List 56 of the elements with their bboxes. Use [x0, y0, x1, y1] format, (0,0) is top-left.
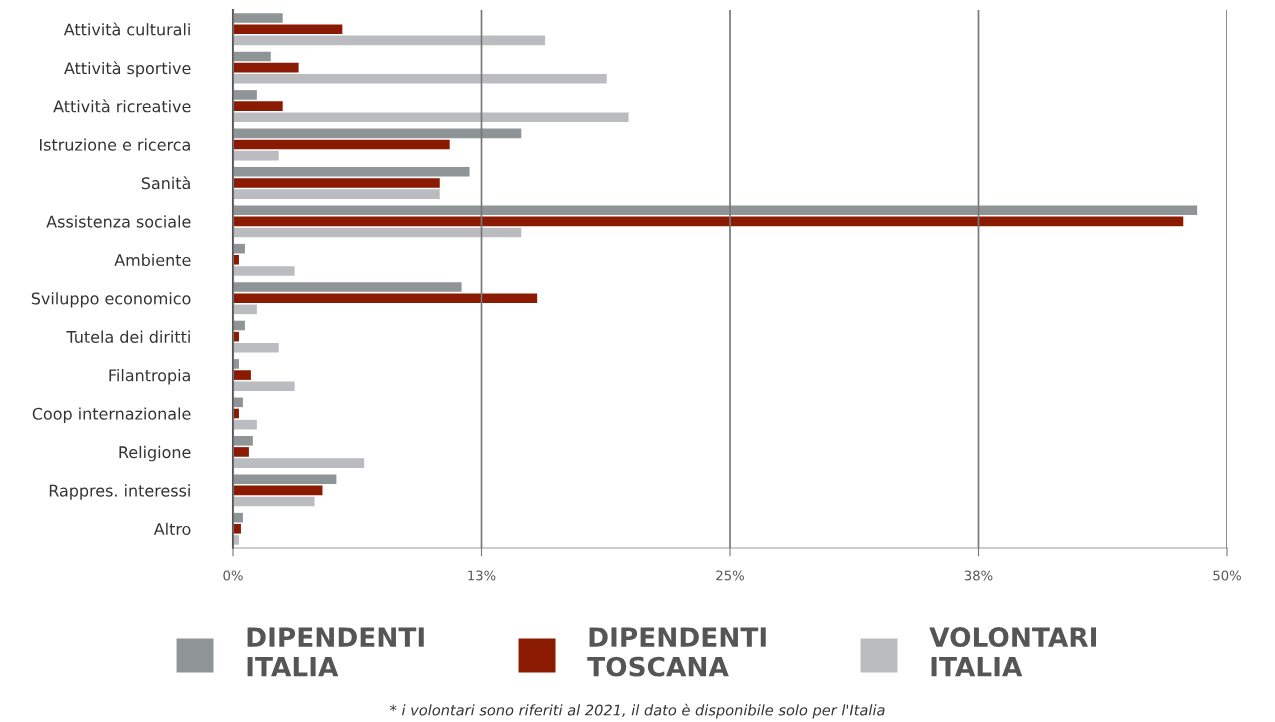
- bar: [233, 419, 257, 430]
- bar: [233, 370, 251, 380]
- bar: [233, 166, 470, 177]
- bar: [233, 62, 299, 73]
- bar: [233, 189, 440, 199]
- y-tick-label: Assistenza sociale: [46, 215, 191, 228]
- bar: [233, 266, 295, 276]
- y-tick-label: Sviluppo economico: [31, 292, 191, 308]
- bar: [233, 205, 1198, 216]
- legend-label: DIPENDENTI ITALIA: [247, 627, 424, 677]
- y-tick-label: Filantropia: [109, 369, 190, 385]
- y-tick-label: Sanità: [141, 176, 190, 190]
- y-tick-label: Tutela dei diritti: [66, 330, 190, 343]
- bar: [233, 112, 629, 123]
- x-tick-label: 13%: [468, 570, 496, 581]
- x-tick-label: 0%: [223, 570, 243, 581]
- y-tick-label: Istruzione e ricerca: [40, 138, 190, 151]
- bar: [233, 139, 450, 150]
- bar: [233, 51, 271, 62]
- bar: [233, 523, 241, 534]
- bar: [233, 458, 365, 468]
- x-tick-label: 50%: [1213, 570, 1241, 581]
- bar: [233, 474, 337, 485]
- bar: [233, 381, 295, 392]
- y-tick-label: Attività sportive: [64, 61, 191, 78]
- y-tick-label: Coop internazionale: [32, 407, 191, 423]
- bar: [233, 90, 257, 100]
- y-tick-label: Ambiente: [114, 253, 191, 267]
- x-tick-label: 38%: [964, 570, 993, 581]
- bar: [233, 282, 462, 292]
- bar: [233, 496, 315, 507]
- bar: [233, 13, 283, 23]
- bar: [233, 227, 522, 238]
- x-tick-label: 25%: [716, 570, 744, 581]
- bar: [233, 447, 249, 457]
- text: * i volontari sono riferiti al 2021, il dato è disponibile solo per l'Italia: [390, 703, 885, 719]
- y-tick-label: Religione: [119, 445, 191, 462]
- bar: [233, 73, 607, 84]
- bar: [233, 435, 253, 446]
- legend-label: DIPENDENTI TOSCANA: [587, 627, 766, 677]
- legend-label: VOLONTARI ITALIA: [929, 627, 1096, 677]
- bar: [233, 150, 279, 161]
- y-tick-label: Altro: [153, 522, 191, 536]
- bar: [233, 178, 440, 188]
- bar: [233, 342, 279, 353]
- y-tick-label: Attività ricreative: [53, 99, 191, 113]
- bar: [233, 304, 257, 315]
- bar: [233, 24, 343, 35]
- bar: [233, 293, 538, 304]
- y-tick-label: Attività culturali: [63, 22, 190, 36]
- y-tick-label: Rappres. interessi: [49, 484, 190, 500]
- bar: [233, 485, 323, 496]
- bar: [233, 35, 546, 46]
- bar: [233, 101, 283, 111]
- bar: [233, 216, 1184, 227]
- bar: [233, 128, 522, 139]
